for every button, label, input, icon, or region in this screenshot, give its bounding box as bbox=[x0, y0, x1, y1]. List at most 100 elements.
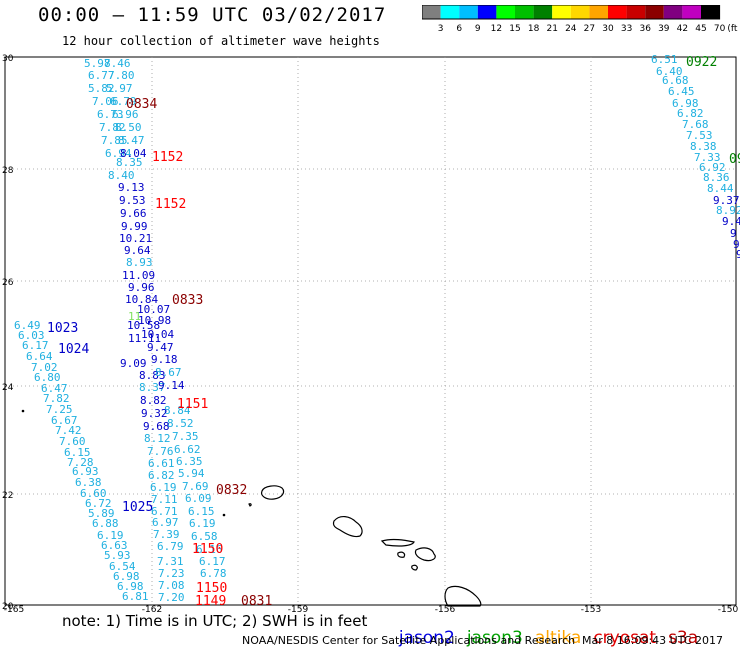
wave-height-value: 9.64 bbox=[124, 244, 151, 257]
wave-height-value: 7.39 bbox=[153, 528, 180, 541]
lon-tick-label: -162 bbox=[142, 605, 162, 615]
footnote: note: 1) Time is in UTC; 2) SWH is in fe… bbox=[62, 612, 368, 630]
wave-height-value: 6.51 bbox=[651, 53, 678, 66]
wave-height-value: 6.98 bbox=[113, 570, 140, 583]
wave-height-value: 7.69 bbox=[182, 480, 209, 493]
wave-height-value: 6.62 bbox=[174, 443, 201, 456]
wave-height-value: 6.60 bbox=[80, 487, 107, 500]
wave-height-value: 8.44 bbox=[707, 182, 734, 195]
legend-tick: 36 bbox=[639, 24, 651, 34]
legend-swatch bbox=[496, 5, 515, 19]
wave-height-value: 7.85 bbox=[101, 134, 128, 147]
wave-height-value: 8.47 bbox=[118, 134, 145, 147]
dot-marker bbox=[222, 513, 226, 517]
wave-height-value: 9.68 bbox=[143, 420, 170, 433]
map-title: 00:00 – 11:59 UTC 03/02/2017 bbox=[38, 4, 387, 26]
pass-time-label: 0832 bbox=[216, 483, 247, 498]
legend-swatch bbox=[626, 5, 646, 19]
wave-height-value: 6.98 bbox=[117, 580, 144, 593]
island-kauai bbox=[261, 485, 285, 500]
wave-height-value: 9.4 bbox=[722, 215, 740, 228]
legend-tick: 15 bbox=[509, 24, 520, 34]
pass-time-label: 0831 bbox=[241, 594, 272, 609]
wave-height-value: 7.06 bbox=[92, 95, 119, 108]
legend-tick: 9 bbox=[475, 24, 481, 34]
wave-height-value: 6.82 bbox=[677, 107, 704, 120]
legend-swatch bbox=[459, 5, 478, 19]
legend-swatch bbox=[515, 5, 534, 19]
wave-height-value: 6.17 bbox=[22, 339, 49, 352]
wave-height-value: 9.66 bbox=[120, 207, 147, 220]
wave-height-value: 8.83 bbox=[139, 369, 166, 382]
lat-tick-label: 30 bbox=[2, 54, 14, 64]
legend-swatch bbox=[552, 5, 571, 19]
legend-tick: 24 bbox=[565, 24, 577, 34]
satellite-altika: altika bbox=[534, 628, 582, 648]
lat-lon-grid: 30 28 26 24 22 20-165 -162 -159 -156 -153 -150 bbox=[2, 54, 738, 615]
wave-height-value: 8.82 bbox=[140, 394, 167, 407]
wave-height-value: 6.15 bbox=[64, 446, 91, 459]
pass-time-labels: 0834 1152 1152 0833 1023 1024 1151 0832 1025 1150… bbox=[47, 55, 740, 609]
legend-swatch bbox=[682, 5, 701, 19]
satellite-s3a: s3a bbox=[668, 628, 699, 648]
legend-tick: 12 bbox=[491, 24, 502, 34]
wave-height-value: 6.19 bbox=[97, 529, 124, 542]
wave-height-value: 6.54 bbox=[109, 560, 136, 573]
pass-time-label: 1149 bbox=[195, 594, 226, 609]
wave-height-value: 9 bbox=[733, 238, 740, 251]
pass-time-label: 1024 bbox=[58, 342, 89, 357]
wave-height-value: 5.82 bbox=[88, 82, 115, 95]
lat-tick-label: 22 bbox=[2, 491, 13, 501]
legend-swatch bbox=[422, 5, 441, 19]
credit-timestamp: Mar 8 16:09:43 UTC 2017 bbox=[582, 634, 723, 647]
wave-height-value: 9 bbox=[736, 248, 740, 261]
wave-height-value: 6.92 bbox=[699, 161, 726, 174]
legend-tick: (ft) bbox=[727, 24, 738, 34]
lon-tick-label: -150 bbox=[718, 605, 739, 615]
wave-height-value: 6.82 bbox=[148, 469, 175, 482]
wave-height-value: 6.17 bbox=[199, 555, 226, 568]
legend-swatch bbox=[533, 5, 553, 19]
legend-swatch bbox=[589, 5, 608, 19]
wave-height-value: 6.94 bbox=[105, 147, 132, 160]
wave-height-value: 6.16 bbox=[196, 543, 223, 556]
wave-height-value: 8.38 bbox=[690, 140, 717, 153]
wave-height-value: 8.92 bbox=[716, 204, 740, 217]
credit-line: NOAA/NESDIS Center for Satellite Applica… bbox=[242, 634, 576, 647]
legend-tick: 18 bbox=[528, 24, 540, 34]
map-frame bbox=[4, 56, 737, 606]
wave-height-value: 8.93 bbox=[126, 256, 153, 269]
pass-time-label: 1152 bbox=[155, 197, 186, 212]
wave-height-value: 6.64 bbox=[26, 350, 53, 363]
wave-height-value: 11.11 bbox=[128, 332, 161, 345]
wave-height-value: 10.04 bbox=[141, 328, 174, 341]
wave-height-value: 8.46 bbox=[104, 57, 131, 70]
wave-height-value: 6.49 bbox=[14, 319, 41, 332]
wave-height-value: 9.37 bbox=[713, 194, 740, 207]
wave-height-value: 7.20 bbox=[158, 591, 185, 604]
lon-tick-label: -153 bbox=[581, 605, 601, 615]
pass-time-label: 1023 bbox=[47, 321, 78, 336]
island-maui bbox=[414, 547, 436, 562]
wave-height-value: 10.98 bbox=[138, 314, 171, 327]
pass-time-label: 1152 bbox=[152, 150, 183, 165]
island-lanai bbox=[397, 551, 406, 558]
pass-time-label: 1150 bbox=[196, 581, 227, 596]
island-oahu bbox=[332, 516, 363, 538]
legend-tick: 6 bbox=[456, 24, 462, 34]
lat-tick-label: 26 bbox=[2, 278, 14, 288]
wave-height-value: 6.81 bbox=[122, 590, 149, 603]
wave-height-value: 5.93 bbox=[104, 549, 131, 562]
wave-height-value: 6.79 bbox=[157, 540, 184, 553]
lat-tick-label: 20 bbox=[2, 602, 14, 612]
wave-height-value: 6.61 bbox=[148, 457, 175, 470]
wave-height-value: 6.03 bbox=[18, 329, 45, 342]
wave-height-value: 7.28 bbox=[67, 456, 94, 469]
wave-height-value: 7.80 bbox=[108, 69, 135, 82]
legend-tick: 42 bbox=[677, 24, 688, 34]
wave-height-value: 6.80 bbox=[34, 371, 61, 384]
wave-height-value: 6.96 bbox=[112, 108, 139, 121]
wave-height-value: 6.09 bbox=[185, 492, 212, 505]
wave-height-value: 7.82 bbox=[99, 121, 126, 134]
